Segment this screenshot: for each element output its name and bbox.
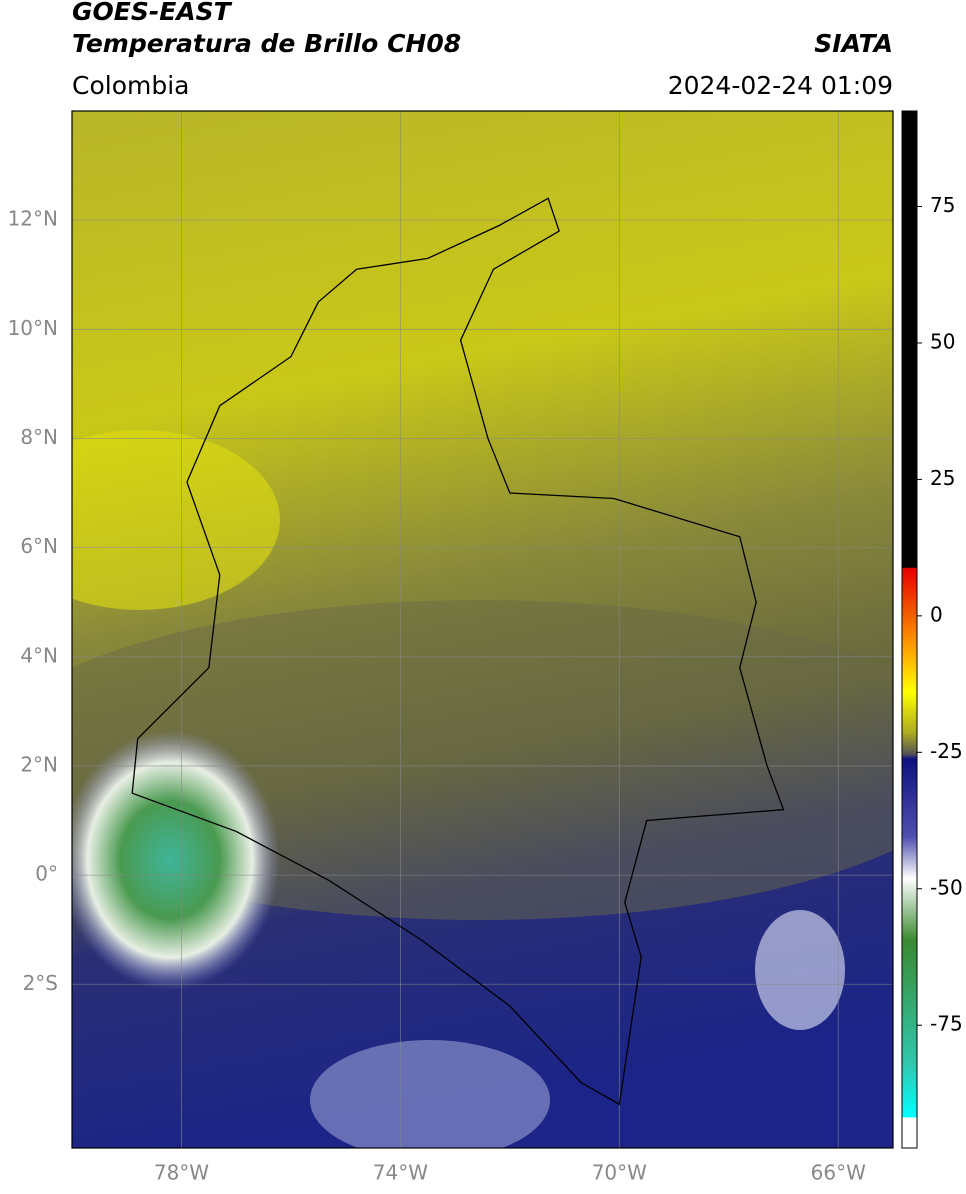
x-tick-label: 66°W: [811, 1161, 866, 1185]
colorbar-tick-label: 25: [930, 466, 955, 490]
x-tick-label: 78°W: [154, 1161, 209, 1185]
cold-cloud: [755, 910, 845, 1030]
cold-cloud: [72, 730, 280, 990]
colorbar-tick-label: -75: [930, 1012, 963, 1036]
cold-cloud: [310, 1040, 550, 1148]
datetime: 2024-02-24 01:09: [668, 71, 893, 100]
cloud-field: [72, 430, 280, 610]
y-tick-label: 12°N: [8, 207, 58, 231]
y-tick-label: 4°N: [20, 643, 58, 667]
x-tick-label: 74°W: [373, 1161, 428, 1185]
colorbar-tick-label: -50: [930, 875, 963, 899]
source: SIATA: [814, 29, 893, 58]
title: GOES-EAST: [72, 0, 233, 26]
colorbar-tick-label: 75: [930, 193, 955, 217]
map-frame: [71, 110, 894, 1149]
map-area: [72, 111, 893, 1148]
x-tick-label: 70°W: [592, 1161, 647, 1185]
region: Colombia: [72, 71, 189, 100]
colorbar: [901, 110, 918, 1149]
y-tick-label: 2°S: [23, 971, 58, 995]
country-border: [131, 197, 785, 1106]
y-tick-label: 6°N: [20, 534, 58, 558]
y-tick-label: 0°: [35, 862, 58, 886]
y-tick-label: 8°N: [20, 425, 58, 449]
y-tick-label: 10°N: [8, 316, 58, 340]
subtitle: Temperatura de Brillo CH08: [72, 29, 461, 58]
colorbar-tick-label: 0: [930, 602, 943, 626]
y-tick-label: 2°N: [20, 752, 58, 776]
colorbar-tick-label: 50: [930, 329, 955, 353]
colorbar-tick-label: -25: [930, 739, 963, 763]
